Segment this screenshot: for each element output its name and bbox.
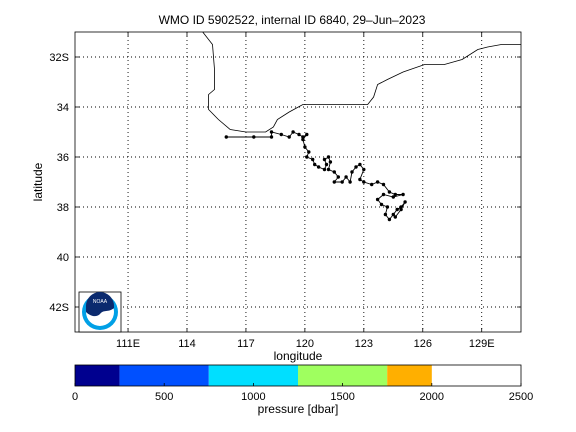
track-point	[375, 180, 380, 184]
logo-bird-icon	[86, 292, 114, 317]
track-point	[307, 150, 311, 154]
x-tick-label: 111E	[116, 338, 140, 350]
colorbar-tick-label: 1500	[330, 391, 354, 403]
track-point	[316, 165, 321, 169]
track-point	[291, 130, 295, 134]
x-tick-label: 126	[414, 338, 432, 350]
track-point	[269, 135, 274, 139]
colorbar-label: pressure [dbar]	[258, 402, 339, 416]
track-point	[383, 212, 388, 217]
plot-area: 111E 114 117 120 123 126 129E 32S 34 36 38 40 42S	[49, 31, 522, 350]
track-point	[301, 135, 305, 139]
x-tick-label: 117	[237, 338, 255, 350]
track-point	[399, 205, 403, 209]
track-point	[350, 170, 354, 174]
track-point	[322, 167, 327, 172]
coastline-path	[202, 31, 521, 133]
track-point	[385, 205, 390, 209]
track-point	[387, 217, 392, 222]
track-point	[354, 165, 358, 169]
track-point	[301, 137, 305, 142]
track-point	[391, 195, 395, 199]
track-point	[311, 157, 315, 162]
track-point	[305, 155, 309, 159]
track-point	[332, 180, 336, 184]
colorbar-tick-label: 2500	[509, 391, 533, 403]
track-point	[362, 167, 366, 172]
track-point	[391, 212, 395, 217]
colorbar-tick-label: 2000	[420, 391, 444, 403]
x-axis: 111E 114 117 120 123 126 129E	[116, 32, 495, 350]
track-point	[303, 145, 307, 149]
track-point	[393, 215, 397, 219]
x-tick-label: 123	[355, 338, 373, 350]
colorbar-segment	[387, 365, 432, 386]
x-tick-label: 129E	[469, 338, 495, 350]
float-track	[224, 130, 407, 222]
track-point	[370, 182, 374, 187]
colorbar-ticks: 0 500 1000 1500 2000 2500	[72, 383, 533, 403]
y-axis-label: latitude	[31, 162, 45, 201]
track-point	[326, 155, 331, 159]
track-point	[381, 192, 386, 197]
track-point	[348, 180, 352, 184]
track-point	[399, 207, 403, 212]
track-point	[401, 192, 405, 197]
colorbar-tick-label: 0	[72, 391, 78, 403]
plot-frame	[74, 31, 522, 333]
y-tick-label: 36	[57, 152, 69, 164]
y-tick-label: 32S	[49, 52, 69, 64]
track-point	[381, 182, 386, 187]
colorbar	[74, 364, 522, 387]
y-tick-label: 34	[57, 102, 69, 114]
track-point	[403, 200, 407, 204]
track-point	[332, 170, 336, 174]
y-tick-label: 40	[57, 252, 69, 264]
colorbar-segment	[208, 365, 298, 386]
track-point	[387, 190, 392, 194]
track-point	[344, 175, 348, 179]
colorbar-tick-label: 500	[155, 391, 173, 403]
track-point	[340, 180, 344, 184]
track-point	[279, 132, 283, 137]
track-point	[313, 162, 317, 167]
x-tick-label: 114	[178, 338, 196, 350]
track-point	[305, 132, 309, 137]
track-point	[297, 132, 301, 137]
track-point	[362, 180, 366, 184]
x-tick-label: 120	[296, 338, 314, 350]
track-point	[379, 202, 384, 207]
colorbar-frame	[74, 364, 522, 387]
track-point	[322, 157, 327, 162]
chart-title: WMO ID 5902522, internal ID 6840, 29–Jun…	[159, 13, 426, 27]
x-axis-label: longitude	[274, 349, 323, 363]
track-point	[269, 130, 274, 134]
track-point	[358, 162, 362, 167]
noaa-logo: NOAA	[78, 291, 122, 333]
colorbar-tick-label: 1000	[241, 391, 265, 403]
track-point	[224, 135, 228, 139]
track-point	[393, 192, 397, 197]
track-point	[326, 167, 331, 172]
colorbar-segment	[75, 365, 120, 386]
track-point	[336, 175, 340, 179]
y-axis: 32S 34 36 38 40 42S	[49, 52, 521, 314]
track-point	[287, 135, 291, 139]
track-point	[324, 162, 329, 167]
y-tick-label: 42S	[49, 302, 69, 314]
track-point	[252, 135, 256, 139]
coastline	[202, 31, 521, 133]
track-point	[328, 160, 333, 164]
y-tick-label: 38	[57, 202, 69, 214]
plot-background	[75, 32, 521, 332]
logo-text: NOAA	[93, 299, 108, 305]
colorbar-segment	[298, 365, 388, 386]
track-point	[395, 207, 399, 212]
track-point	[358, 177, 362, 182]
track-point	[375, 197, 380, 202]
colorbar-segment	[119, 365, 209, 386]
